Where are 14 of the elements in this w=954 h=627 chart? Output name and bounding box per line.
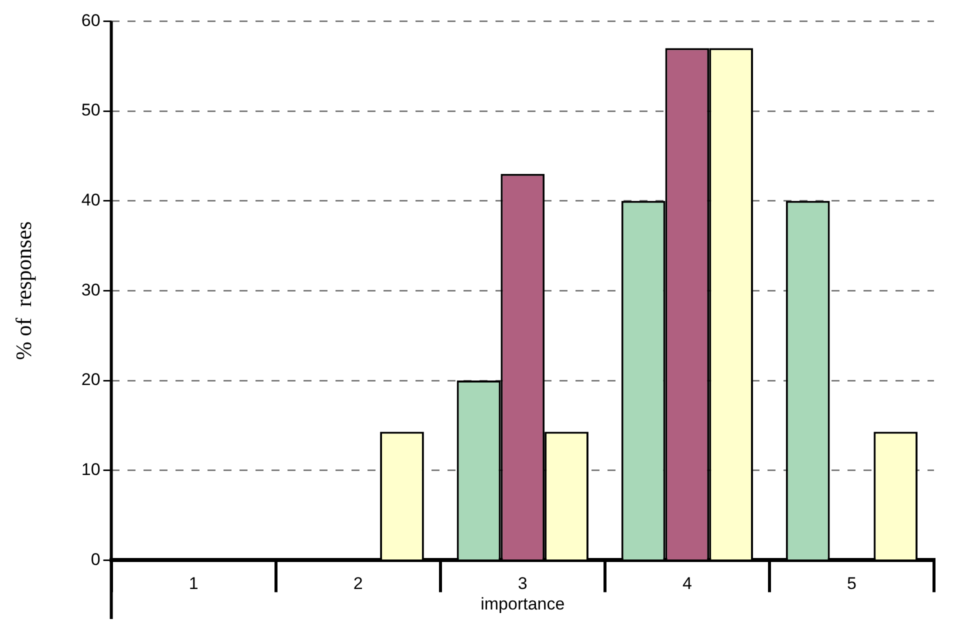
x-tick-label: 2 <box>353 574 363 594</box>
y-tick-label: 10 <box>81 460 100 480</box>
y-tick-label: 20 <box>81 370 100 390</box>
x-tick-label: 3 <box>518 574 528 594</box>
y-tick-label: 40 <box>81 190 100 210</box>
y-tick-label: 30 <box>81 280 100 300</box>
y-tick-label: 50 <box>81 100 100 120</box>
x-tick-label: 4 <box>682 574 692 594</box>
x-axis-title: importance <box>480 594 565 614</box>
x-tick-label: 5 <box>846 574 856 594</box>
y-tick-label: 0 <box>90 550 100 569</box>
y-tick-label: 60 <box>81 10 100 30</box>
x-tick-label: 1 <box>188 574 198 594</box>
y-axis-title: % of responses <box>10 221 36 360</box>
